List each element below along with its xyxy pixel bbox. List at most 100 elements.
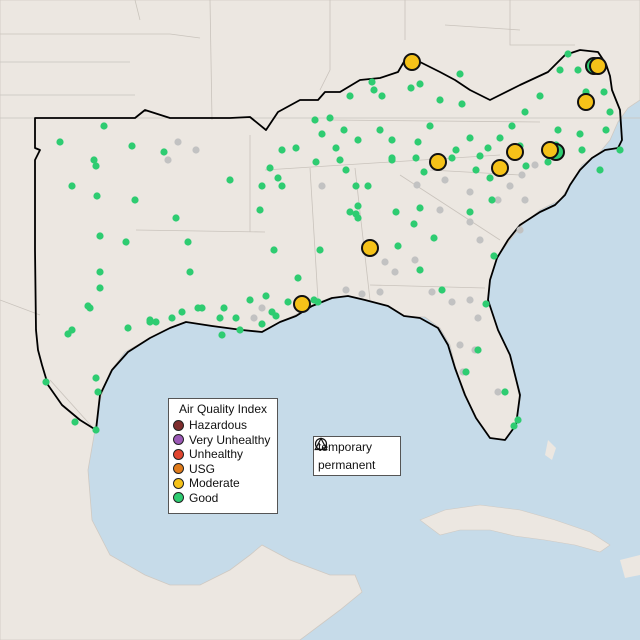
station-inactive-marker[interactable] [466,188,474,196]
station-good-marker[interactable] [294,274,302,282]
station-good-marker[interactable] [484,144,492,152]
station-good-marker[interactable] [124,324,132,332]
station-good-marker[interactable] [226,176,234,184]
station-good-marker[interactable] [342,166,350,174]
station-moderate-marker[interactable] [577,93,595,111]
station-good-marker[interactable] [364,182,372,190]
station-good-marker[interactable] [466,134,474,142]
station-moderate-marker[interactable] [491,159,509,177]
station-good-marker[interactable] [42,378,50,386]
station-inactive-marker[interactable] [476,236,484,244]
station-good-marker[interactable] [407,84,415,92]
station-inactive-marker[interactable] [192,146,200,154]
station-good-marker[interactable] [168,314,176,322]
station-good-marker[interactable] [466,208,474,216]
station-good-marker[interactable] [332,144,340,152]
station-good-marker[interactable] [388,136,396,144]
station-good-marker[interactable] [472,166,480,174]
station-good-marker[interactable] [354,214,362,222]
station-good-marker[interactable] [482,300,490,308]
station-inactive-marker[interactable] [428,288,436,296]
station-good-marker[interactable] [92,162,100,170]
station-good-marker[interactable] [246,296,254,304]
station-inactive-marker[interactable] [521,196,529,204]
station-good-marker[interactable] [606,108,614,116]
station-good-marker[interactable] [100,122,108,130]
station-good-marker[interactable] [56,138,64,146]
station-good-marker[interactable] [96,268,104,276]
station-good-marker[interactable] [474,346,482,354]
station-good-marker[interactable] [236,326,244,334]
station-inactive-marker[interactable] [448,298,456,306]
station-good-marker[interactable] [501,388,509,396]
station-good-marker[interactable] [508,122,516,130]
station-good-marker[interactable] [340,126,348,134]
station-inactive-marker[interactable] [411,256,419,264]
station-inactive-marker[interactable] [466,218,474,226]
station-inactive-marker[interactable] [358,290,366,298]
station-good-marker[interactable] [490,252,498,260]
station-good-marker[interactable] [476,152,484,160]
station-good-marker[interactable] [392,208,400,216]
station-good-marker[interactable] [160,148,168,156]
station-good-marker[interactable] [574,66,582,74]
station-moderate-marker[interactable] [403,53,421,71]
station-inactive-marker[interactable] [164,156,172,164]
station-good-marker[interactable] [284,298,292,306]
station-good-marker[interactable] [346,92,354,100]
station-good-marker[interactable] [268,308,276,316]
station-good-marker[interactable] [186,268,194,276]
station-good-marker[interactable] [94,388,102,396]
station-inactive-marker[interactable] [518,171,526,179]
station-inactive-marker[interactable] [436,206,444,214]
station-moderate-marker[interactable] [429,153,447,171]
station-good-marker[interactable] [522,162,530,170]
station-good-marker[interactable] [256,206,264,214]
station-inactive-marker[interactable] [391,268,399,276]
station-good-marker[interactable] [68,182,76,190]
station-good-marker[interactable] [96,284,104,292]
station-good-marker[interactable] [602,126,610,134]
station-good-marker[interactable] [232,314,240,322]
station-inactive-marker[interactable] [318,182,326,190]
station-inactive-marker[interactable] [474,314,482,322]
station-good-marker[interactable] [616,146,624,154]
station-good-marker[interactable] [458,100,466,108]
station-good-marker[interactable] [536,92,544,100]
station-good-marker[interactable] [184,238,192,246]
station-good-marker[interactable] [336,156,344,164]
station-good-marker[interactable] [600,88,608,96]
station-inactive-marker[interactable] [506,182,514,190]
station-good-marker[interactable] [346,208,354,216]
station-good-marker[interactable] [416,266,424,274]
station-good-marker[interactable] [292,144,300,152]
station-good-marker[interactable] [388,154,396,162]
station-moderate-marker[interactable] [541,141,559,159]
station-good-marker[interactable] [416,80,424,88]
station-inactive-marker[interactable] [381,258,389,266]
station-good-marker[interactable] [438,286,446,294]
station-good-marker[interactable] [318,130,326,138]
station-good-marker[interactable] [278,146,286,154]
station-inactive-marker[interactable] [174,138,182,146]
station-good-marker[interactable] [420,168,428,176]
station-good-marker[interactable] [92,374,100,382]
station-good-marker[interactable] [92,426,100,434]
station-good-marker[interactable] [521,108,529,116]
station-good-marker[interactable] [93,192,101,200]
station-good-marker[interactable] [554,126,562,134]
station-good-marker[interactable] [64,330,72,338]
station-good-marker[interactable] [452,146,460,154]
station-good-marker[interactable] [556,66,564,74]
station-good-marker[interactable] [544,158,552,166]
station-good-marker[interactable] [354,136,362,144]
station-good-marker[interactable] [370,86,378,94]
station-good-marker[interactable] [258,320,266,328]
station-moderate-marker[interactable] [589,57,607,75]
station-good-marker[interactable] [122,238,130,246]
station-inactive-marker[interactable] [342,286,350,294]
station-good-marker[interactable] [496,134,504,142]
station-good-marker[interactable] [178,308,186,316]
station-good-marker[interactable] [270,246,278,254]
